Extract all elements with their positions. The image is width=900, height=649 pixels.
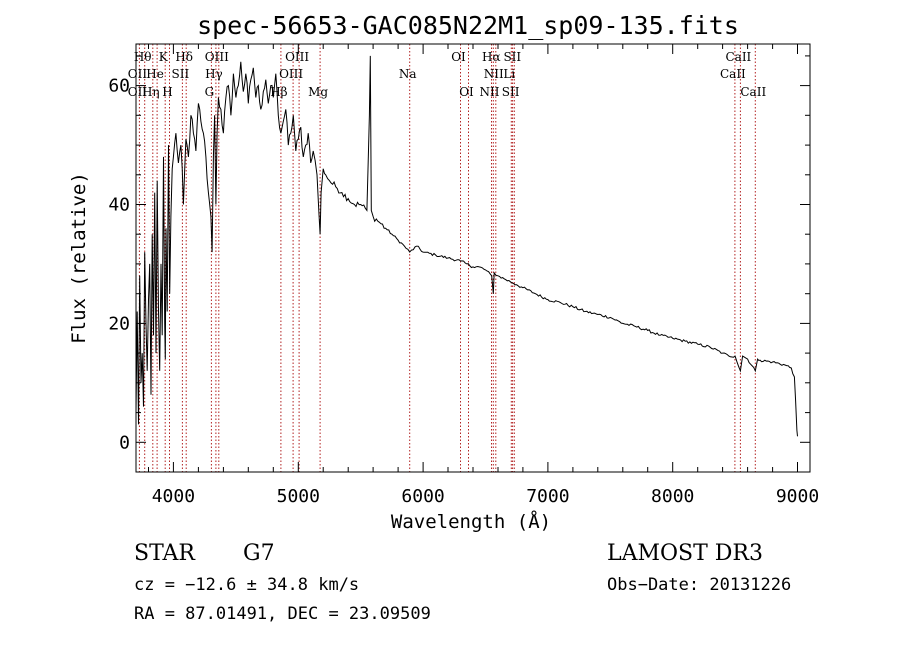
x-axis-label: Wavelength (Å) [391,510,551,533]
line-label-row2-8: CaII [720,67,746,81]
line-label-row1-4: OIII [285,50,309,64]
redshift-text: cz = −12.6 ± 34.8 km/s [134,575,359,595]
y-tick-label-1: 20 [108,313,130,334]
line-label-row3-0: OII [128,85,148,99]
y-tick-label-0: 0 [119,432,130,453]
line-label-row2-0: OII [128,67,148,81]
x-tick-label-4: 8000 [651,486,694,507]
spectrum-series-line [135,55,798,437]
line-label-row2-1: He [146,67,164,81]
line-label-row1-6: Hα [482,50,501,64]
y-axis-label: Flux (relative) [68,172,90,344]
line-label-row2-7: Li [503,67,515,81]
line-label-row1-1: K [159,50,169,64]
line-label-row1-5: OI [451,50,466,64]
plot-frame [135,43,811,473]
y-axis-ticks: 0 20 40 60 [108,55,810,453]
coordinates-text: RA = 87.01491, DEC = 23.09509 [134,604,431,624]
line-label-row3-9: CaII [740,85,766,99]
x-tick-label-3: 7000 [526,486,569,507]
chart-title: spec-56653-GAC085N22M1_sp09-135.fits [197,11,739,40]
obs-date-text: Obs−Date: 20131226 [607,575,791,595]
x-tick-label-1: 5000 [277,486,320,507]
line-label-row1-2: Hδ [175,50,193,64]
line-label-row3-6: OI [459,85,474,99]
x-axis-ticks: 4000 5000 6000 7000 8000 9000 [148,44,819,507]
line-label-row2-6: NII [484,67,504,81]
line-label-row3-5: Mg [308,85,328,99]
line-label-row2-5: Na [399,67,417,81]
x-tick-label-0: 4000 [152,486,195,507]
line-label-row3-3: G [205,85,215,99]
line-label-row2-3: Hγ [205,67,223,81]
line-label-row3-1: Hη [142,85,160,99]
line-label-row1-8: CaII [725,50,751,64]
x-tick-label-5: 9000 [776,486,819,507]
x-tick-label-2: 6000 [401,486,444,507]
object-subclass: G7 [243,541,275,566]
line-label-row1-3: OIII [205,50,229,64]
object-class: STAR [134,541,196,566]
emission-lines [138,44,756,472]
line-label-row3-2: H [162,85,172,99]
line-label-row3-8: SII [502,85,520,99]
y-tick-label-3: 60 [108,76,130,97]
y-tick-label-2: 40 [108,195,130,216]
line-label-row2-2: SII [172,67,190,81]
line-label-row2-4: OIII [279,67,303,81]
line-label-row3-7: NII [480,85,500,99]
survey-name: LAMOST DR3 [607,541,763,566]
line-label-row1-7: SII [503,50,521,64]
line-label-row1-0: Hθ [134,50,152,64]
